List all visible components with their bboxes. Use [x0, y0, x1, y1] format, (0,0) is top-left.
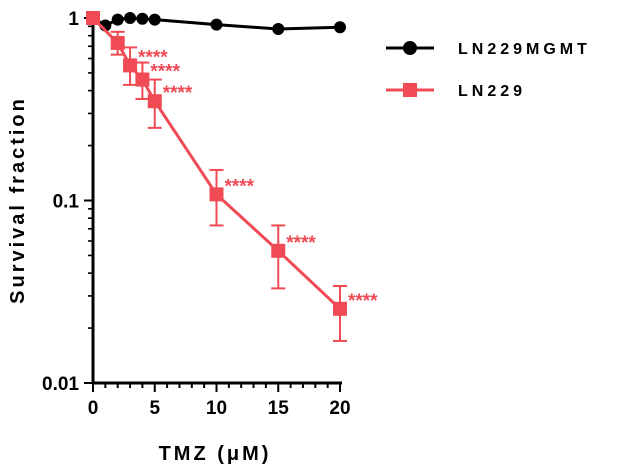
- data-point: [123, 58, 138, 73]
- significance-label: ****: [163, 83, 193, 104]
- x-axis-label: TMZ (μM): [159, 443, 272, 465]
- series-layer: [86, 11, 347, 342]
- x-tick-label: 10: [206, 398, 227, 419]
- significance-label: ****: [225, 176, 255, 197]
- data-point: [124, 12, 137, 24]
- legend-label: LN229MGMT: [458, 41, 591, 58]
- data-point: [86, 11, 100, 25]
- data-point: [209, 187, 224, 202]
- data-point: [272, 23, 285, 36]
- legend-entry-ln229mgmt: LN229MGMT: [386, 41, 591, 58]
- legend-marker: [403, 41, 417, 55]
- data-point: [148, 13, 161, 26]
- legend: LN229MGMT LN229: [386, 41, 591, 100]
- legend-label: LN229: [458, 83, 526, 100]
- x-tick-label: 20: [329, 398, 350, 419]
- series-ln229mgmt: [87, 12, 346, 36]
- significance-label: ****: [348, 291, 378, 312]
- significance-label: ****: [150, 62, 180, 83]
- y-tick-label: 0.1: [53, 192, 80, 213]
- series-ln229: [86, 11, 347, 342]
- significance-label: ****: [286, 233, 316, 254]
- data-point: [110, 35, 125, 50]
- data-point: [334, 21, 346, 34]
- data-point: [271, 243, 286, 258]
- data-point: [333, 301, 347, 316]
- y-tick-label: 0.01: [42, 374, 79, 395]
- significance-label: ****: [138, 47, 168, 68]
- data-point: [210, 18, 223, 31]
- annotation-layer: ************************: [138, 47, 378, 311]
- x-tick-label: 15: [268, 398, 290, 419]
- y-tick-label: 1: [68, 9, 79, 30]
- data-point: [135, 72, 150, 87]
- data-point: [147, 94, 162, 109]
- tick-marks: 0 5 10 15 20 1 0.1 0.01: [42, 9, 351, 419]
- legend-marker: [403, 83, 417, 97]
- data-point: [111, 13, 124, 26]
- x-tick-label: 0: [88, 398, 99, 419]
- x-tick-label: 5: [149, 398, 160, 419]
- legend-entry-ln229: LN229: [386, 83, 526, 100]
- data-point: [136, 12, 149, 25]
- y-axis-label: Survival fraction: [7, 96, 29, 304]
